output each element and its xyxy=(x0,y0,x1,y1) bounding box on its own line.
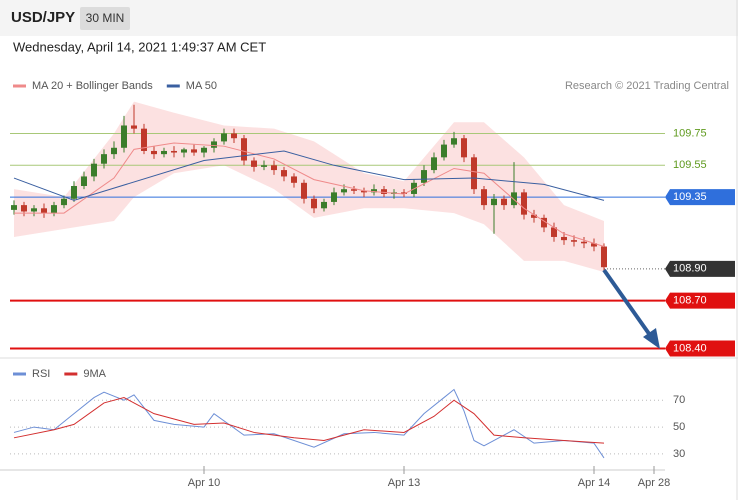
candle-body xyxy=(281,170,287,177)
candle-body xyxy=(121,125,127,148)
moving-average xyxy=(14,142,605,247)
candle-body xyxy=(321,201,327,209)
candle-body xyxy=(491,198,497,206)
legend-label: RSI xyxy=(32,368,50,380)
legend-label: 9MA xyxy=(83,368,106,380)
y-tick-label: 70 xyxy=(673,394,685,406)
bollinger-band xyxy=(14,101,604,272)
level-label: 108.70 xyxy=(673,295,707,307)
level-label: 108.90 xyxy=(673,263,707,275)
indicator-line xyxy=(13,388,605,459)
level-label: 108.40 xyxy=(673,342,707,354)
candle-body xyxy=(341,189,347,193)
candle-body xyxy=(331,192,337,202)
candle-body xyxy=(291,176,297,183)
candle-body xyxy=(571,240,577,242)
candle-body xyxy=(441,144,447,158)
candle-body xyxy=(481,189,487,206)
plot: MA 20 + Bollinger Bands MA 50 109.75 109.55… xyxy=(10,80,735,489)
candle-body xyxy=(131,125,137,129)
candle-body xyxy=(181,149,187,153)
copyright: Research © 2021 Trading Central xyxy=(565,80,729,92)
candle-body xyxy=(191,149,197,153)
timeframe-button[interactable] xyxy=(80,7,130,30)
candle-body xyxy=(21,205,27,212)
candle-body xyxy=(251,160,257,167)
x-tick-label: Apr 10 xyxy=(188,477,220,489)
candle-body xyxy=(151,150,157,155)
legend-label: MA 20 + Bollinger Bands xyxy=(32,80,153,92)
candle-body xyxy=(401,192,407,194)
level-label: 109.35 xyxy=(673,191,707,203)
candle-body xyxy=(561,236,567,241)
y-tick-label: 30 xyxy=(673,448,685,460)
candle-body xyxy=(521,192,527,215)
candle-body xyxy=(211,141,217,148)
candle-body xyxy=(161,150,167,155)
candle-body xyxy=(361,190,367,193)
candle-body xyxy=(311,198,317,209)
candle-body xyxy=(581,241,587,244)
candle-body xyxy=(261,165,267,167)
candle-body xyxy=(351,189,357,191)
timestamp: Wednesday, April 14, 2021 1:49:37 AM CET xyxy=(13,39,266,54)
candle-body xyxy=(221,133,227,142)
level-box xyxy=(665,260,735,277)
moving-average xyxy=(13,150,605,201)
candle-body xyxy=(381,189,387,194)
x-tick-label: Apr 14 xyxy=(578,477,610,489)
candle-body xyxy=(421,170,427,183)
candle-body xyxy=(501,198,507,206)
level-label: 109.55 xyxy=(673,159,707,171)
candle-body xyxy=(461,138,467,158)
level-label: 109.75 xyxy=(673,127,707,139)
x-tick-label: Apr 28 xyxy=(638,477,670,489)
indicator-line xyxy=(13,397,605,444)
symbol: USD/JPY xyxy=(11,9,75,26)
candle-body xyxy=(371,189,377,193)
candle-body xyxy=(511,192,517,206)
candle-body xyxy=(11,205,17,210)
candle-body xyxy=(51,205,57,214)
candle-body xyxy=(301,182,307,199)
candle-body xyxy=(601,246,607,268)
forecast-arrow xyxy=(602,268,660,349)
candle-body xyxy=(451,138,457,145)
candle-body xyxy=(201,147,207,153)
legend-label: MA 50 xyxy=(186,80,217,92)
candle-body xyxy=(541,217,547,228)
candle-body xyxy=(141,128,147,151)
candle-body xyxy=(61,198,67,206)
level-box xyxy=(665,189,735,206)
x-tick-label: Apr 13 xyxy=(388,477,420,489)
timeframe[interactable]: 30 MIN xyxy=(86,11,125,25)
y-tick-label: 50 xyxy=(673,421,685,433)
candle-body xyxy=(91,163,97,177)
candle-body xyxy=(81,176,87,186)
candle-body xyxy=(31,208,37,212)
candle-body xyxy=(231,133,237,139)
level-box xyxy=(665,292,735,309)
candle-body xyxy=(71,186,77,199)
candle-body xyxy=(471,157,477,190)
candle-body xyxy=(531,214,537,218)
candle-body xyxy=(271,165,277,171)
level-box xyxy=(665,340,735,357)
candle-body xyxy=(171,150,177,153)
candle-body xyxy=(551,227,557,237)
candle-body xyxy=(101,154,107,164)
candle-body xyxy=(111,147,117,155)
candle-body xyxy=(591,243,597,247)
candle-body xyxy=(241,138,247,161)
candle-body xyxy=(431,157,437,171)
candle-body xyxy=(41,208,47,214)
